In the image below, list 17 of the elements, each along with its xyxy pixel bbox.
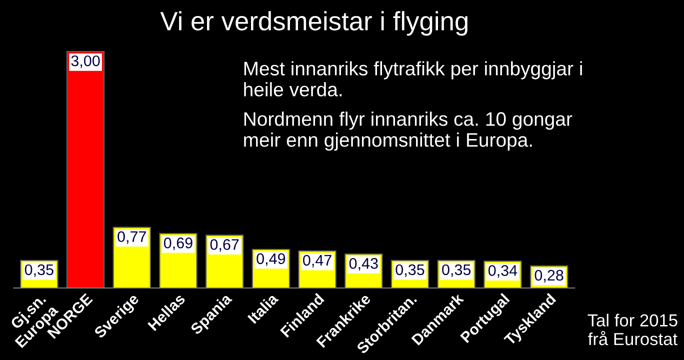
data-label: 0,35 [442, 264, 471, 277]
data-label: 0,43 [349, 258, 378, 271]
data-label: 0,77 [118, 231, 146, 244]
data-label: 3,00 [71, 55, 100, 68]
annotation: Nordmenn flyr innanriks ca. 10 gongar meir enn gjennomsnittet i Europa. [244, 112, 572, 151]
data-label: 0,34 [488, 265, 518, 278]
data-label: 0,28 [534, 270, 564, 282]
text: Tal for 2015 frå Eurostat [588, 314, 678, 346]
data-label: 0,47 [303, 254, 332, 268]
data-label: 0,69 [164, 238, 192, 250]
data-label: 0,49 [256, 253, 286, 266]
bar [66, 50, 105, 288]
annotation: Mest innanriks flytrafikk per innbyggjar i heile verda. [244, 61, 582, 96]
data-label: 0,35 [396, 264, 424, 277]
chart-title: Vi er verdsmeistar i flyging [160, 11, 468, 36]
data-label: 0,35 [24, 264, 54, 277]
data-label: 0,67 [210, 239, 239, 252]
